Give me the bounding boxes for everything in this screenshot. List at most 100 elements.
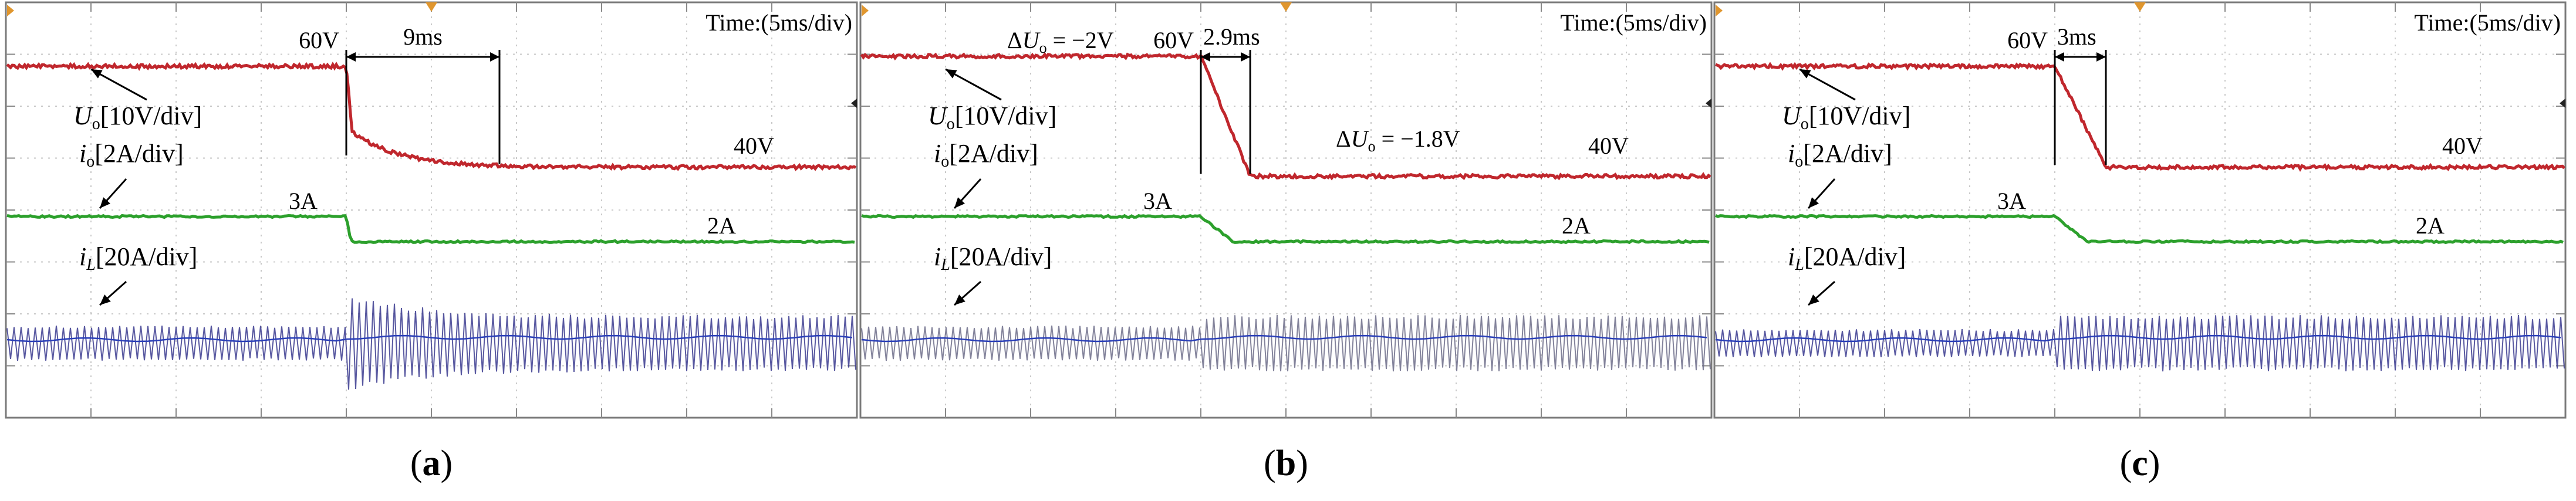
arrowhead-right-icon xyxy=(1241,52,1251,62)
level-marker-icon xyxy=(2560,99,2565,108)
arrowhead-left-icon xyxy=(346,52,356,62)
trigger-marker-icon xyxy=(426,2,437,12)
delta-value: = −2V xyxy=(1047,27,1114,53)
il-subscript: L xyxy=(86,256,96,274)
il-channel-label: iL[20A/div] xyxy=(1788,242,1906,274)
uo-subscript: o xyxy=(1801,115,1809,133)
uo-pointer-arrow-head-icon xyxy=(1800,69,1811,79)
il-scale: [20A/div] xyxy=(1804,242,1906,271)
settling-time-label: 2.9ms xyxy=(1203,23,1260,50)
ch-marker-icon xyxy=(7,5,14,16)
level-marker-icon xyxy=(851,99,857,108)
caption-close: ) xyxy=(2148,444,2160,483)
io-channel-label: io[2A/div] xyxy=(79,139,184,171)
trigger-marker-icon xyxy=(1280,2,1292,12)
caption-close: ) xyxy=(1296,444,1308,483)
uo-pointer-arrow-head-icon xyxy=(946,69,957,79)
io-subscript: o xyxy=(86,153,94,171)
delta-uo-before-label: ΔUo = −2V xyxy=(1007,27,1114,56)
caption-open: ( xyxy=(2120,444,2132,483)
uo-symbol: U xyxy=(73,101,94,130)
current-high-label: 3A xyxy=(289,188,318,214)
delta-subscript: o xyxy=(1039,39,1047,56)
io-trace xyxy=(6,214,855,245)
voltage-high-label: 60V xyxy=(1153,27,1194,53)
caption-open: ( xyxy=(1264,444,1276,483)
io-trace xyxy=(861,214,1710,245)
time-scale-label: Time:(5ms/div) xyxy=(1560,9,1707,36)
caption-close: ) xyxy=(441,444,453,483)
il-trace xyxy=(6,298,856,390)
current-low-label: 2A xyxy=(1562,212,1591,239)
delta-u-symbol: U xyxy=(1022,27,1041,53)
uo-trace xyxy=(860,52,1711,181)
current-high-label: 3A xyxy=(1997,188,2026,214)
il-symbol: i xyxy=(79,242,86,271)
panel-a: 9msTime:(5ms/div)60V40V3A2AUo[10V/div]io… xyxy=(5,1,858,483)
io-subscript: o xyxy=(941,153,949,171)
io-pointer-arrow-head-icon xyxy=(954,197,965,208)
delta-subscript: o xyxy=(1368,138,1376,155)
arrowhead-left-icon xyxy=(2055,52,2064,62)
uo-subscript: o xyxy=(947,115,955,133)
uo-symbol: U xyxy=(1782,101,1802,130)
uo-subscript: o xyxy=(92,115,100,133)
io-scale: [2A/div] xyxy=(949,139,1038,168)
trigger-marker-icon xyxy=(2134,2,2146,12)
panel-caption: (b) xyxy=(1264,444,1308,483)
settling-time-label: 9ms xyxy=(403,23,443,50)
delta-symbol: Δ xyxy=(1007,27,1022,53)
arrowhead-left-icon xyxy=(1201,52,1210,62)
il-average-trace xyxy=(1715,334,2561,343)
delta-u-symbol: U xyxy=(1351,126,1370,152)
voltage-high-label: 60V xyxy=(2007,27,2048,53)
ch-marker-icon xyxy=(1716,5,1723,16)
delta-symbol: Δ xyxy=(1336,126,1351,152)
uo-pointer-arrow xyxy=(90,68,147,101)
caption-letter: c xyxy=(2132,444,2148,483)
il-average-trace xyxy=(861,334,1707,343)
il-trace xyxy=(1715,315,2565,372)
voltage-low-label: 40V xyxy=(1588,133,1629,159)
il-channel-label: iL[20A/div] xyxy=(934,242,1052,274)
il-symbol: i xyxy=(934,242,941,271)
uo-pointer-arrow-head-icon xyxy=(91,69,103,79)
caption-letter: b xyxy=(1276,444,1296,483)
il-channel-label: iL[20A/div] xyxy=(79,242,197,274)
io-symbol: i xyxy=(1788,139,1795,168)
panel-caption: (a) xyxy=(410,444,453,483)
il-scale: [20A/div] xyxy=(950,242,1052,271)
panel-c: 3msTime:(5ms/div)60V40V3A2AUo[10V/div]io… xyxy=(1713,1,2567,483)
current-low-label: 2A xyxy=(707,212,736,239)
uo-trace xyxy=(1715,62,2565,172)
il-scale: [20A/div] xyxy=(96,242,198,271)
ch-marker-icon xyxy=(862,5,869,16)
uo-channel-label: Uo[10V/div] xyxy=(1782,101,1910,133)
io-symbol: i xyxy=(79,139,86,168)
io-channel-label: io[2A/div] xyxy=(1788,139,1892,171)
il-pointer-arrow-head-icon xyxy=(1808,294,1819,305)
uo-pointer-arrow xyxy=(1799,68,1856,101)
time-scale-label: Time:(5ms/div) xyxy=(705,9,852,36)
io-channel-label: io[2A/div] xyxy=(934,139,1038,171)
io-pointer-arrow-head-icon xyxy=(100,197,110,208)
delta-uo-after-label: ΔUo = −1.8V xyxy=(1336,126,1460,155)
arrowhead-right-icon xyxy=(490,52,499,62)
voltage-low-label: 40V xyxy=(734,133,774,159)
uo-scale: [10V/div] xyxy=(1809,101,1911,130)
io-symbol: i xyxy=(934,139,941,168)
uo-channel-label: Uo[10V/div] xyxy=(928,101,1056,133)
il-symbol: i xyxy=(1788,242,1795,271)
il-subscript: L xyxy=(940,256,950,274)
level-marker-icon xyxy=(1706,99,1711,108)
time-scale-label: Time:(5ms/div) xyxy=(2414,9,2561,36)
voltage-high-label: 60V xyxy=(299,27,339,53)
current-low-label: 2A xyxy=(2416,212,2445,239)
caption-letter: a xyxy=(423,444,441,483)
il-pointer-arrow-head-icon xyxy=(954,294,965,305)
panel-caption: (c) xyxy=(2120,444,2160,483)
arrowhead-right-icon xyxy=(2096,52,2106,62)
uo-channel-label: Uo[10V/div] xyxy=(73,101,202,133)
